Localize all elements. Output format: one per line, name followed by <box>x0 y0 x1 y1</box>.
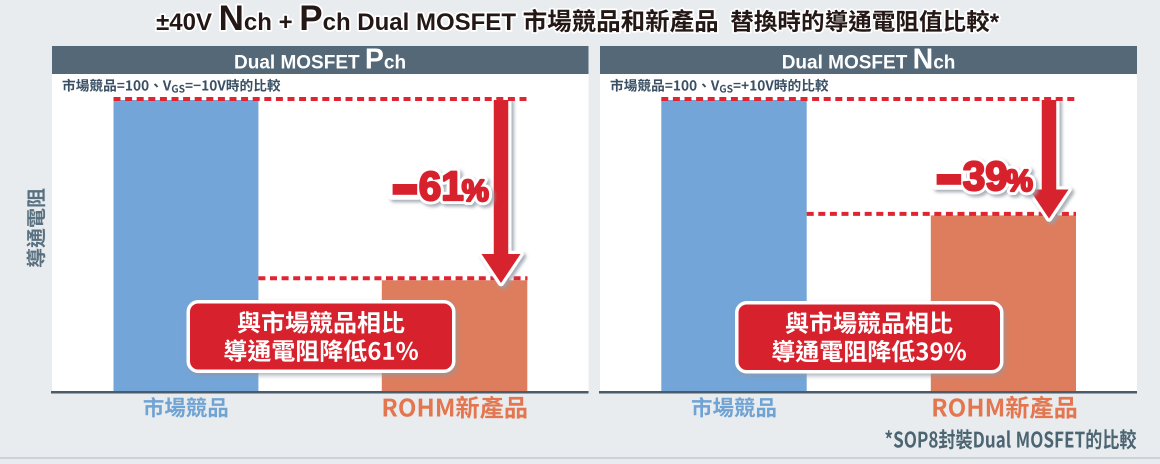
svg-text:61: 61 <box>419 163 464 209</box>
svg-text:39: 39 <box>963 153 1008 199</box>
svg-text:%: % <box>1006 164 1033 198</box>
svg-text:%: % <box>462 174 489 208</box>
svg-text:*: * <box>990 9 1000 36</box>
svg-text:±40V: ±40V <box>156 9 219 36</box>
svg-text:%: % <box>462 174 489 208</box>
svg-text:ch: ch <box>384 53 406 74</box>
svg-text:%: % <box>1006 164 1033 198</box>
svg-text:Dual MOSFET: Dual MOSFET <box>234 53 365 74</box>
svg-text:P: P <box>299 0 322 38</box>
svg-text:39: 39 <box>963 153 1008 199</box>
svg-text:P: P <box>365 44 384 76</box>
svg-text:ch: ch <box>933 53 955 74</box>
svg-text:Dual MOSFET: Dual MOSFET <box>782 53 913 74</box>
svg-text:ch +: ch + <box>244 9 299 36</box>
svg-text:N: N <box>913 44 934 76</box>
svg-text:61: 61 <box>419 163 464 209</box>
svg-text:N: N <box>219 0 244 38</box>
svg-text:ch Dual MOSFET: ch Dual MOSFET <box>323 9 523 36</box>
